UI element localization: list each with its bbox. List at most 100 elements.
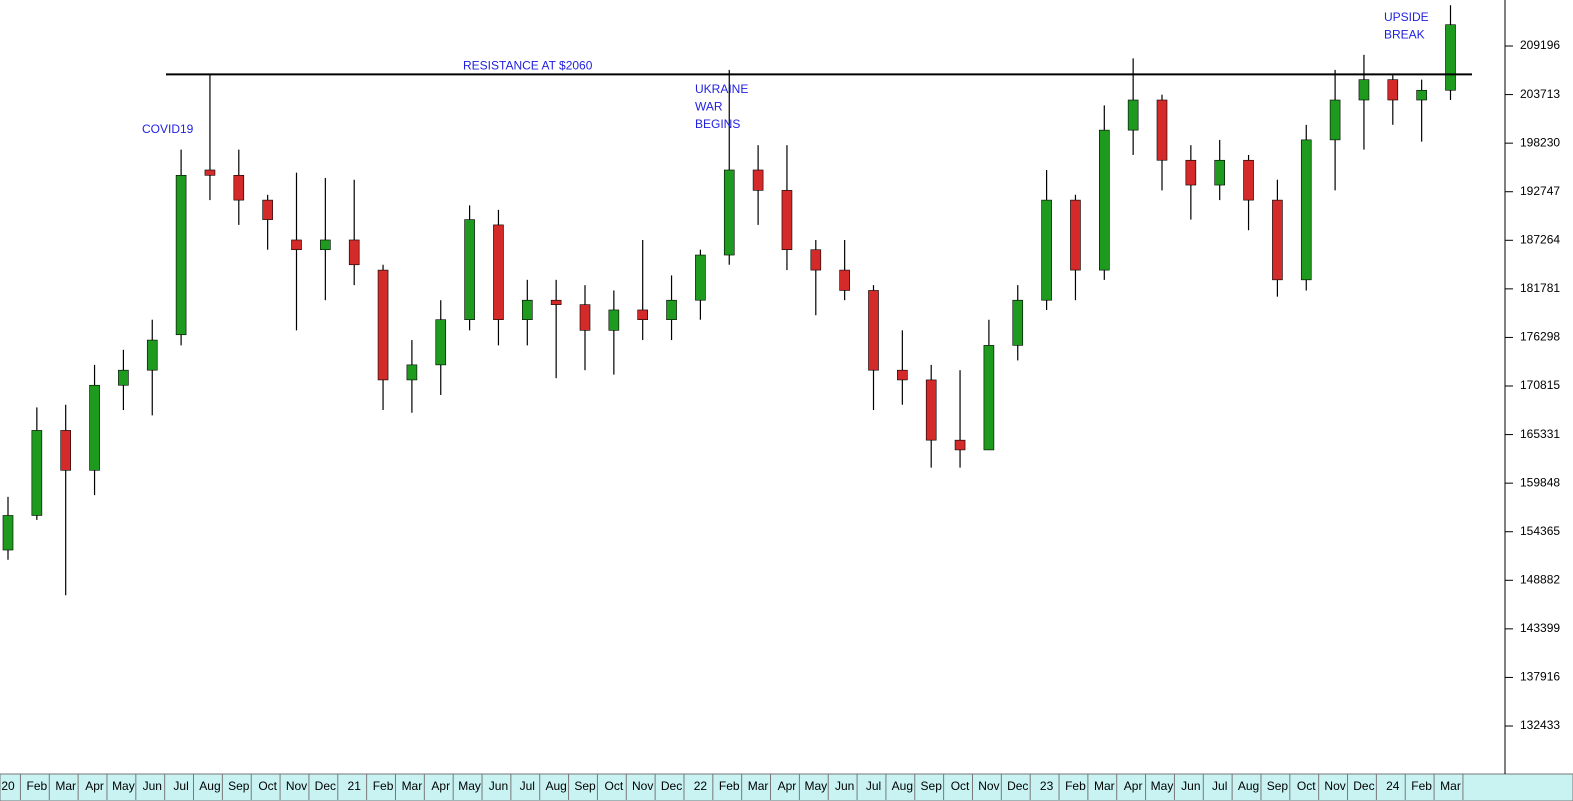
annotation: UPSIDE [1384, 10, 1429, 24]
x-tick-label: Feb [1065, 779, 1086, 793]
y-tick-label: 198230 [1520, 135, 1560, 149]
x-tick-label: Aug [545, 779, 566, 793]
candle-body [348, 239, 360, 266]
x-tick-label: Sep [574, 779, 596, 793]
y-tick-label: 192747 [1520, 184, 1560, 198]
x-tick-label: Dec [1353, 779, 1374, 793]
candle-body [175, 175, 187, 336]
candle-body [1127, 99, 1139, 131]
x-tick-label: 21 [348, 779, 362, 793]
x-tick-label: Nov [286, 779, 307, 793]
x-tick-label: Feb [719, 779, 740, 793]
candle-body [983, 345, 995, 451]
candle-body [1041, 199, 1052, 301]
candle-body [118, 369, 129, 386]
x-tick-label: Oct [1297, 779, 1316, 793]
candle-body [1185, 159, 1197, 186]
candle-body [608, 309, 620, 331]
x-tick-label: Mar [55, 779, 76, 793]
candle-body [637, 309, 649, 320]
x-tick-label: Mar [748, 779, 769, 793]
x-tick-label: May [458, 779, 481, 793]
x-tick-label: Feb [27, 779, 48, 793]
x-tick-label: Feb [373, 779, 394, 793]
candle-body [695, 254, 706, 301]
y-tick-label: 209196 [1520, 38, 1560, 52]
y-tick-label: 170815 [1520, 378, 1560, 392]
x-tick-label: 20 [1, 779, 15, 793]
candle-body [868, 290, 879, 371]
y-tick-label: 143399 [1520, 621, 1560, 635]
candle-body [377, 269, 389, 381]
candle-body [1243, 159, 1254, 201]
x-tick-label: Jul [520, 779, 535, 793]
candle-body [1214, 159, 1225, 186]
x-tick-label: Sep [921, 779, 943, 793]
candle-body [579, 304, 591, 331]
candle-body [1272, 199, 1283, 281]
annotation: UKRAINE [695, 82, 748, 96]
x-tick-label: Oct [258, 779, 277, 793]
x-tick-label: Apr [431, 779, 450, 793]
candle-body [291, 239, 302, 251]
candle-body [31, 430, 43, 516]
x-tick-label: Dec [1007, 779, 1028, 793]
annotation: WAR [695, 100, 723, 114]
x-tick-label: Jul [173, 779, 188, 793]
x-tick-label: Apr [778, 779, 797, 793]
candle-body [925, 379, 937, 441]
candle-body [1156, 99, 1168, 161]
candle-body [897, 369, 908, 381]
x-tick-label: Oct [951, 779, 970, 793]
y-tick-label: 159848 [1520, 475, 1560, 489]
x-tick-label: Aug [892, 779, 913, 793]
candle-body [1387, 79, 1399, 101]
candle-body [493, 224, 504, 320]
y-tick-label: 132433 [1520, 718, 1560, 732]
y-tick-label: 181781 [1520, 281, 1560, 295]
x-tick-label: May [1151, 779, 1174, 793]
annotation: BREAK [1384, 28, 1425, 42]
candle-body [723, 169, 735, 256]
annotation: BEGINS [695, 117, 740, 131]
x-tick-label: Jun [1181, 779, 1200, 793]
x-axis-strip [0, 773, 1573, 801]
x-tick-label: Jul [1212, 779, 1227, 793]
candle-body [521, 299, 533, 320]
candle-body [954, 439, 966, 451]
candle-body [1300, 139, 1312, 281]
y-tick-label: 154365 [1520, 524, 1560, 538]
candle-body [839, 269, 850, 291]
x-tick-label: Jun [489, 779, 508, 793]
x-tick-label: Jun [835, 779, 854, 793]
x-tick-label: Jul [866, 779, 881, 793]
candle-body [1012, 299, 1024, 346]
x-tick-label: Nov [978, 779, 999, 793]
x-tick-label: Sep [228, 779, 250, 793]
x-tick-label: 22 [694, 779, 708, 793]
candle-body [1445, 24, 1456, 91]
resistance-label: RESISTANCE AT $2060 [463, 58, 593, 72]
candle-body [204, 169, 216, 176]
x-tick-label: Nov [632, 779, 653, 793]
candle-body [1099, 129, 1110, 271]
candle-body [2, 515, 14, 551]
y-tick-label: 203713 [1520, 87, 1560, 101]
x-tick-label: May [804, 779, 827, 793]
x-tick-label: Dec [661, 779, 682, 793]
candle-body [781, 190, 793, 251]
y-tick-label: 176298 [1520, 330, 1560, 344]
candle-body [1358, 79, 1370, 101]
x-tick-label: 24 [1386, 779, 1400, 793]
x-tick-label: Apr [85, 779, 104, 793]
candle-body [60, 430, 72, 471]
candle-body [1329, 99, 1341, 141]
x-tick-label: Apr [1124, 779, 1143, 793]
x-tick-label: Oct [605, 779, 624, 793]
candle-body [550, 299, 562, 305]
candle-body [262, 199, 273, 220]
y-tick-label: 165331 [1520, 427, 1560, 441]
y-tick-label: 187264 [1520, 232, 1560, 246]
candle-body [89, 384, 100, 471]
